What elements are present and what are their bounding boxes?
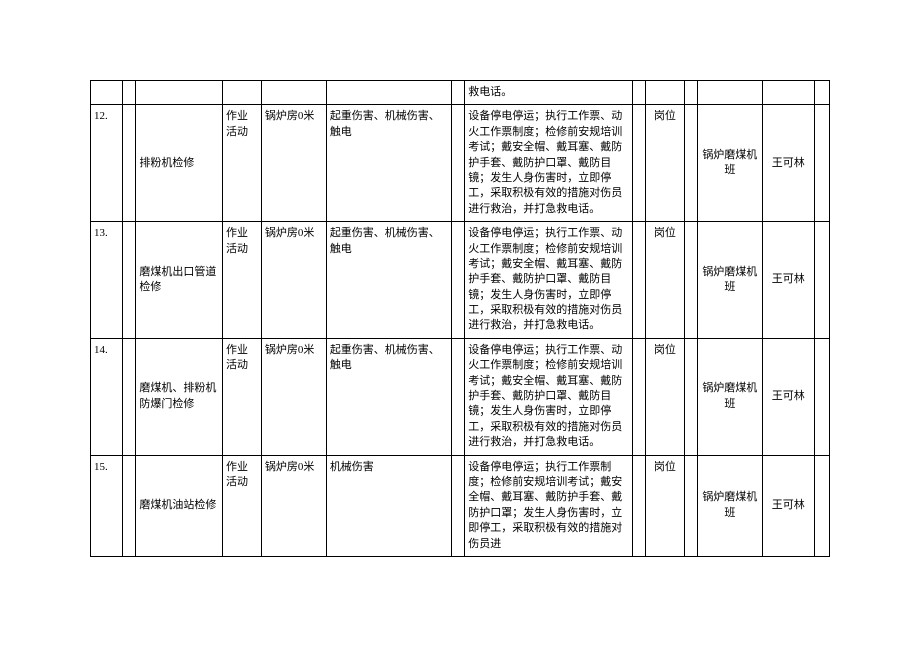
cell-dept bbox=[697, 81, 762, 105]
cell-blank bbox=[684, 81, 697, 105]
cell-blank bbox=[452, 105, 465, 222]
cell-loc: 锅炉房0米 bbox=[261, 338, 326, 455]
cell-measure: 设备停电停运；执行工作票制度；检修前安规培训考试；戴安全帽、戴耳塞、戴防护手套、… bbox=[465, 455, 633, 556]
cell-name: 排粉机检修 bbox=[136, 105, 223, 222]
cell-blank bbox=[684, 105, 697, 222]
cell-type: 作业活动 bbox=[222, 222, 261, 339]
cell-hazard: 机械伤害 bbox=[326, 455, 452, 556]
cell-blank bbox=[684, 338, 697, 455]
cell-num: 14. bbox=[91, 338, 123, 455]
cell-blank bbox=[632, 338, 645, 455]
cell-type: 作业活动 bbox=[222, 455, 261, 556]
cell-type: 作业活动 bbox=[222, 105, 261, 222]
cell-loc: 锅炉房0米 bbox=[261, 455, 326, 556]
cell-hazard: 起重伤害、机械伤害、触电 bbox=[326, 222, 452, 339]
cell-loc: 锅炉房0米 bbox=[261, 222, 326, 339]
cell-name: 磨煤机油站检修 bbox=[136, 455, 223, 556]
cell-blank bbox=[632, 105, 645, 222]
cell-num: 12. bbox=[91, 105, 123, 222]
cell-blank bbox=[452, 455, 465, 556]
cell-dept: 锅炉磨煤机班 bbox=[697, 455, 762, 556]
cell-level: 岗位 bbox=[645, 222, 684, 339]
cell-num: 13. bbox=[91, 222, 123, 339]
table-row: 15. 磨煤机油站检修 作业活动 锅炉房0米 机械伤害 设备停电停运；执行工作票… bbox=[91, 455, 830, 556]
cell-blank bbox=[123, 338, 136, 455]
cell-name bbox=[136, 81, 223, 105]
cell-blank bbox=[684, 455, 697, 556]
cell-blank bbox=[123, 455, 136, 556]
cell-blank bbox=[632, 222, 645, 339]
table-row: 14. 磨煤机、排粉机防爆门检修 作业活动 锅炉房0米 起重伤害、机械伤害、触电… bbox=[91, 338, 830, 455]
cell-num bbox=[91, 81, 123, 105]
hazard-table: 救电话。 12. 排粉机检修 作业活动 锅炉房0米 起重伤害、机械伤害、触电 设… bbox=[90, 80, 830, 557]
cell-loc bbox=[261, 81, 326, 105]
cell-type: 作业活动 bbox=[222, 338, 261, 455]
cell-type bbox=[222, 81, 261, 105]
cell-blank bbox=[632, 455, 645, 556]
cell-blank bbox=[814, 105, 829, 222]
cell-blank bbox=[123, 105, 136, 222]
cell-measure: 设备停电停运；执行工作票、动火工作票制度；检修前安规培训考试；戴安全帽、戴耳塞、… bbox=[465, 105, 633, 222]
cell-blank bbox=[123, 222, 136, 339]
cell-blank bbox=[814, 222, 829, 339]
cell-blank bbox=[632, 81, 645, 105]
table-row: 13. 磨煤机出口管道检修 作业活动 锅炉房0米 起重伤害、机械伤害、触电 设备… bbox=[91, 222, 830, 339]
cell-blank bbox=[814, 81, 829, 105]
table-row: 救电话。 bbox=[91, 81, 830, 105]
cell-measure: 救电话。 bbox=[465, 81, 633, 105]
cell-person bbox=[762, 81, 814, 105]
cell-name: 磨煤机、排粉机防爆门检修 bbox=[136, 338, 223, 455]
cell-level bbox=[645, 81, 684, 105]
table-row: 12. 排粉机检修 作业活动 锅炉房0米 起重伤害、机械伤害、触电 设备停电停运… bbox=[91, 105, 830, 222]
cell-dept: 锅炉磨煤机班 bbox=[697, 222, 762, 339]
cell-blank bbox=[452, 81, 465, 105]
cell-person: 王可林 bbox=[762, 222, 814, 339]
cell-blank bbox=[123, 81, 136, 105]
cell-level: 岗位 bbox=[645, 455, 684, 556]
cell-hazard: 起重伤害、机械伤害、触电 bbox=[326, 338, 452, 455]
cell-blank bbox=[814, 455, 829, 556]
cell-person: 王可林 bbox=[762, 105, 814, 222]
cell-dept: 锅炉磨煤机班 bbox=[697, 338, 762, 455]
cell-num: 15. bbox=[91, 455, 123, 556]
cell-name: 磨煤机出口管道检修 bbox=[136, 222, 223, 339]
cell-hazard bbox=[326, 81, 452, 105]
cell-blank bbox=[452, 222, 465, 339]
cell-loc: 锅炉房0米 bbox=[261, 105, 326, 222]
cell-blank bbox=[452, 338, 465, 455]
cell-level: 岗位 bbox=[645, 105, 684, 222]
cell-blank bbox=[684, 222, 697, 339]
cell-person: 王可林 bbox=[762, 338, 814, 455]
cell-level: 岗位 bbox=[645, 338, 684, 455]
cell-measure: 设备停电停运；执行工作票、动火工作票制度；检修前安规培训考试；戴安全帽、戴耳塞、… bbox=[465, 338, 633, 455]
cell-hazard: 起重伤害、机械伤害、触电 bbox=[326, 105, 452, 222]
cell-measure: 设备停电停运；执行工作票、动火工作票制度；检修前安规培训考试；戴安全帽、戴耳塞、… bbox=[465, 222, 633, 339]
cell-dept: 锅炉磨煤机班 bbox=[697, 105, 762, 222]
cell-blank bbox=[814, 338, 829, 455]
cell-person: 王可林 bbox=[762, 455, 814, 556]
